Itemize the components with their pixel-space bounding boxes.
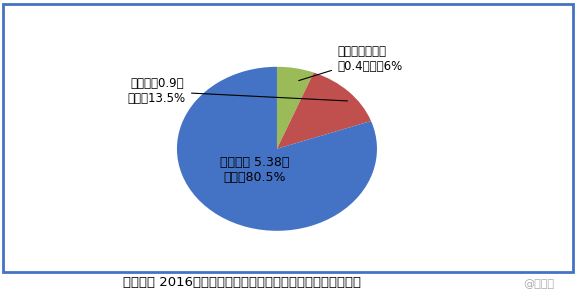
Wedge shape <box>277 67 314 149</box>
Text: @格隆汇: @格隆汇 <box>523 279 554 289</box>
Text: 缸盖收入0.9亿
元，占13.5%: 缸盖收入0.9亿 元，占13.5% <box>128 77 347 105</box>
Wedge shape <box>277 73 371 149</box>
Text: 缸体收入 5.38亿
元，占80.5%: 缸体收入 5.38亿 元，占80.5% <box>220 156 290 184</box>
Wedge shape <box>177 67 377 231</box>
Text: 缸体辅助部件收
入0.4亿，占6%: 缸体辅助部件收 入0.4亿，占6% <box>299 45 402 81</box>
Text: 瑞丰动力 2016财年各产品分部销售收入（单位：亿元人民币）: 瑞丰动力 2016财年各产品分部销售收入（单位：亿元人民币） <box>123 276 361 289</box>
